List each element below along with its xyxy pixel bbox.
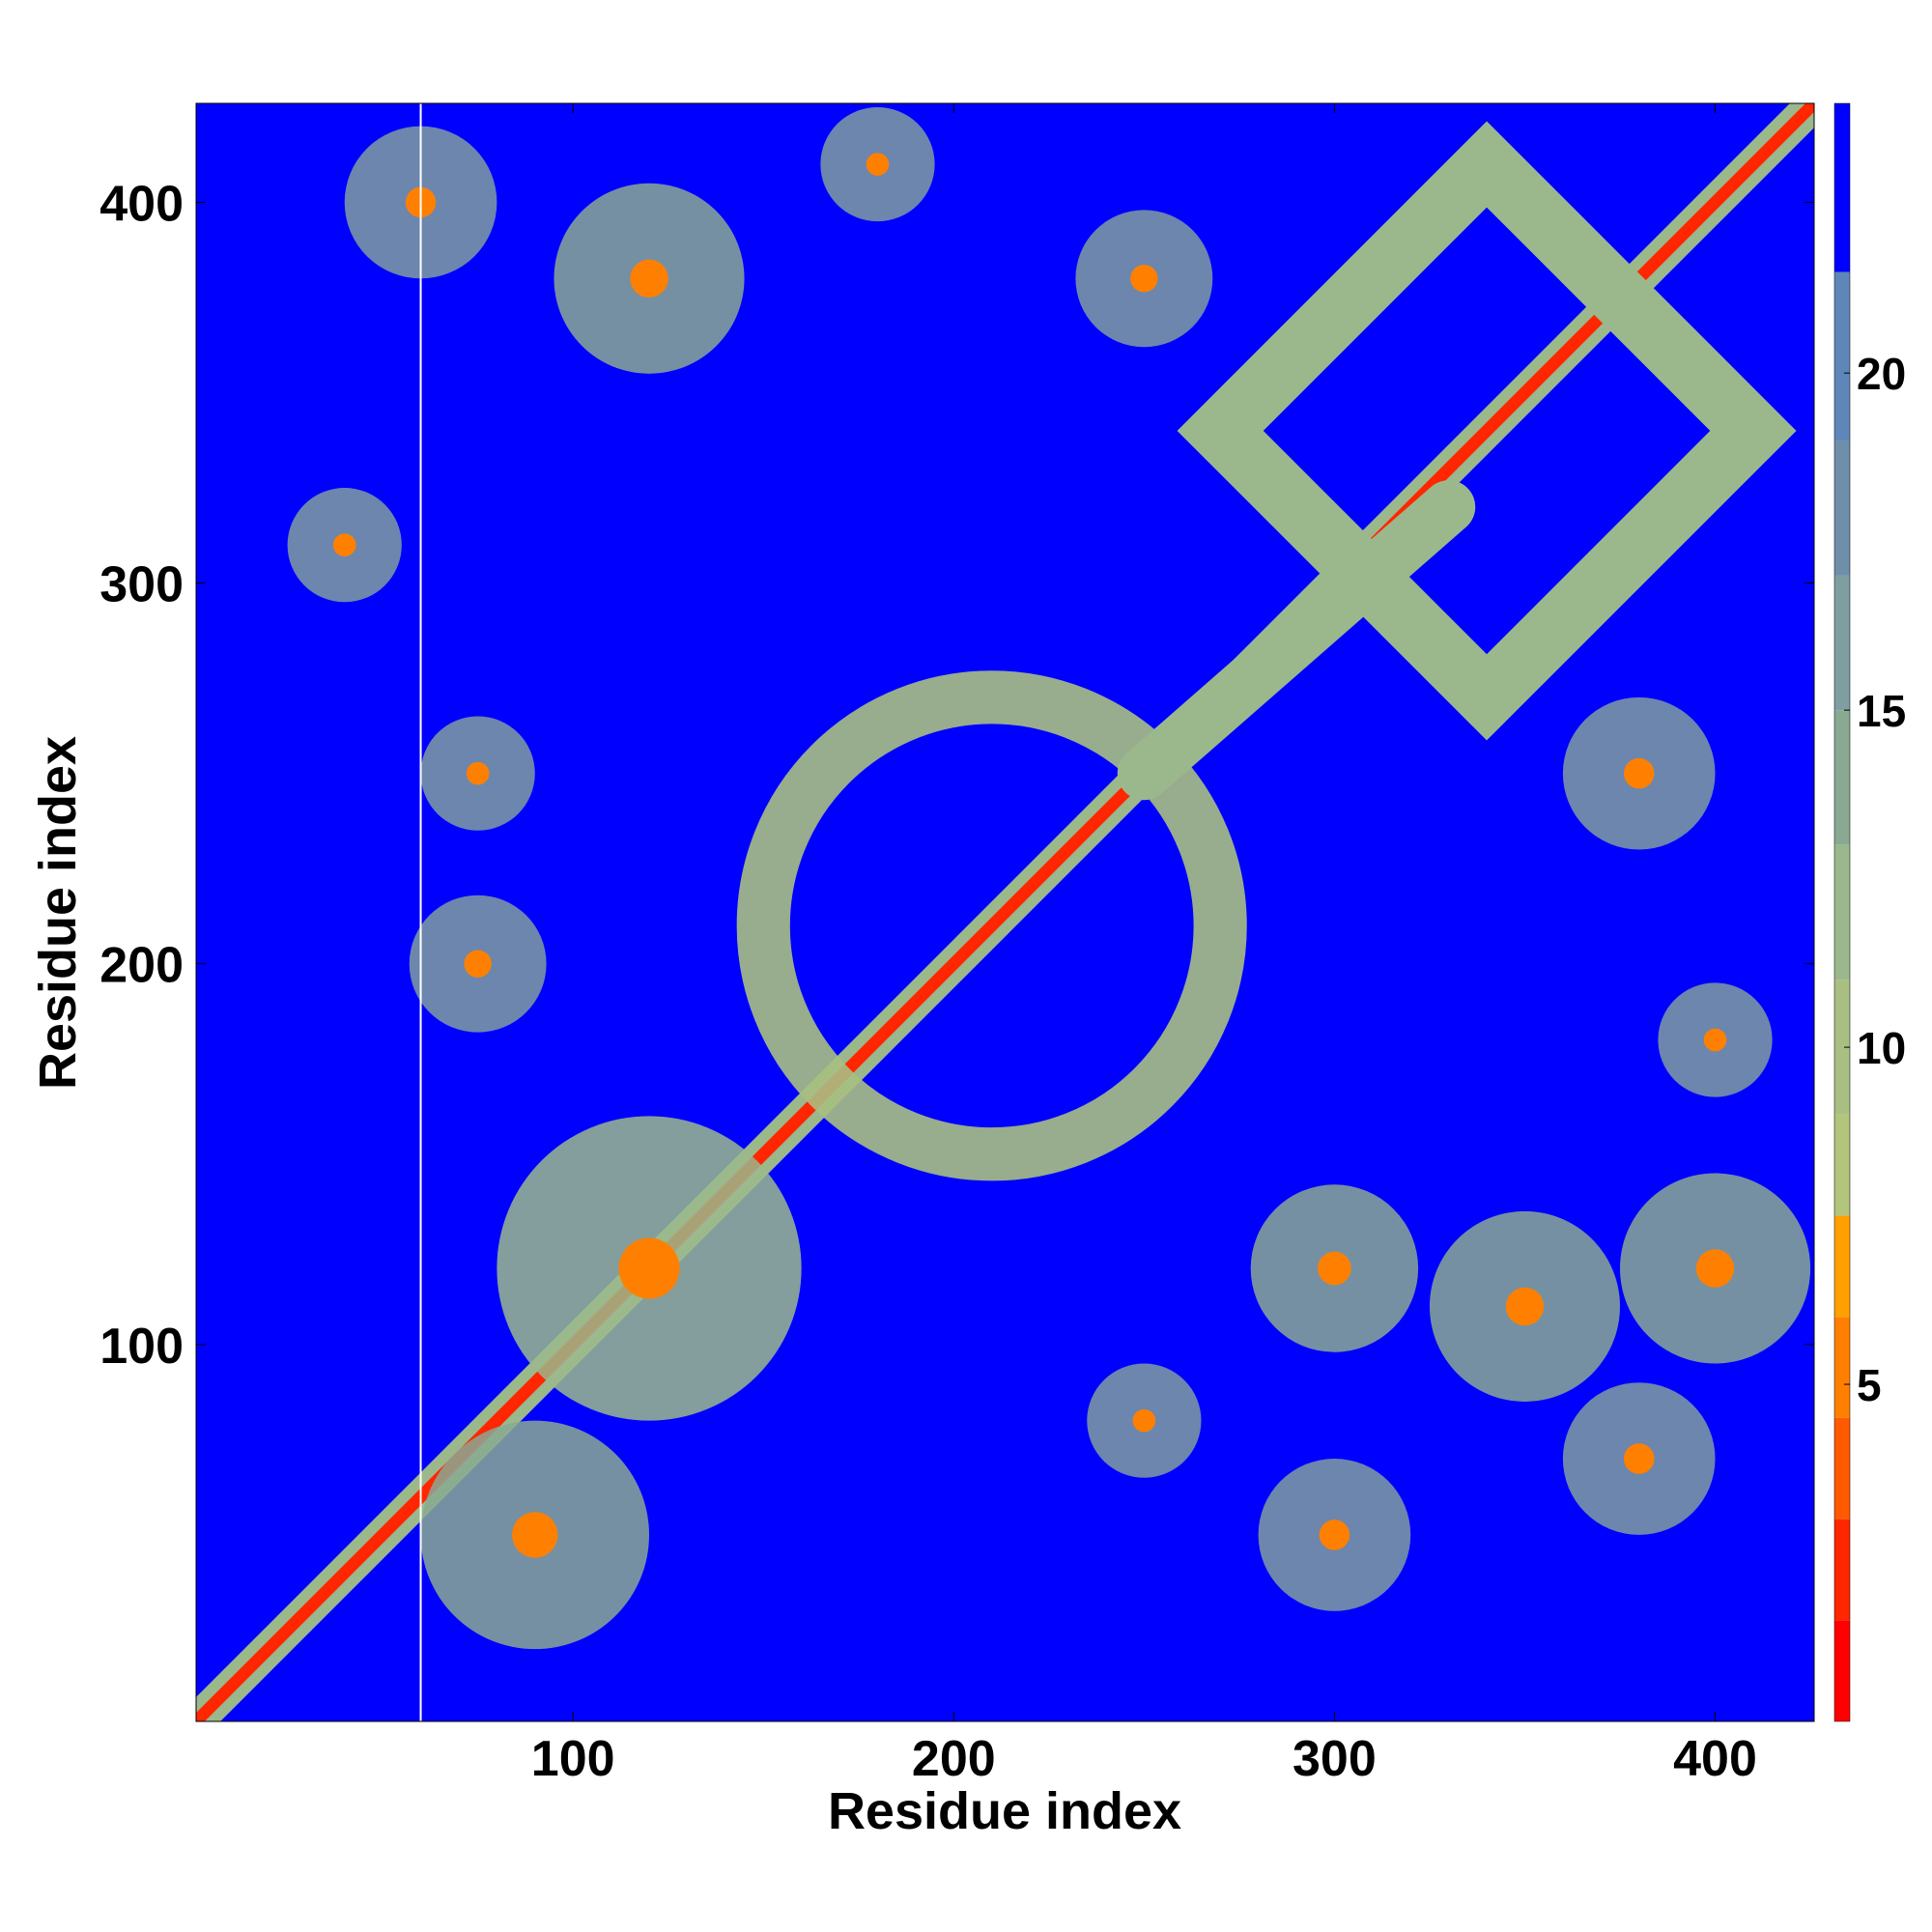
colorbar-segment — [1834, 1417, 1850, 1520]
contact-blob-core — [466, 761, 490, 785]
colorbar-segment — [1834, 710, 1850, 845]
contact-blob-core — [1319, 1520, 1350, 1550]
x-axis-title: Residue index — [828, 1782, 1181, 1840]
contact-blob-core — [866, 153, 890, 176]
contact-blob-core — [1703, 1028, 1727, 1052]
y-axis-title: Residue index — [29, 736, 87, 1090]
ring-cluster — [736, 670, 1247, 1181]
colorbar-segment — [1834, 271, 1850, 440]
y-tick-label: 300 — [99, 557, 184, 613]
colorbar-segment — [1834, 1519, 1850, 1621]
colorbar-tick-label: 5 — [1857, 1360, 1882, 1410]
colorbar-segment — [1834, 1114, 1850, 1216]
colorbar-tick-label: 20 — [1857, 349, 1906, 399]
contact-blob-core — [1318, 1251, 1351, 1286]
contact-blob-core — [1695, 1249, 1735, 1288]
contact-blob-core — [1623, 1443, 1655, 1474]
colorbar-tick-label: 15 — [1857, 686, 1906, 736]
contact-blob-core — [618, 1237, 680, 1299]
colorbar-segment — [1834, 980, 1850, 1115]
contact-blob-core — [512, 1512, 558, 1558]
contact-blob-core — [1132, 1408, 1156, 1433]
colorbar-segment — [1834, 1620, 1850, 1721]
colorbar-segment — [1834, 1215, 1850, 1318]
y-axis: 100 200 300 400 — [99, 176, 1814, 1375]
heatmap-area — [196, 103, 1814, 1721]
y-tick-label: 400 — [99, 176, 184, 232]
contact-blob-core — [1623, 757, 1655, 789]
colorbar-frame — [1833, 102, 1851, 1722]
contact-blob-core — [1505, 1287, 1545, 1326]
x-tick-label: 100 — [531, 1731, 615, 1787]
plot-frame — [195, 102, 1815, 1722]
y-tick-label: 200 — [99, 938, 184, 994]
colorbar-segment — [1834, 575, 1850, 711]
contact-arc — [1117, 480, 1476, 801]
x-tick-label: 300 — [1293, 1731, 1377, 1787]
contact-blob-core — [630, 259, 668, 298]
colorbar: 5 10 15 20 — [1833, 102, 1906, 1722]
colorbar-tick-label: 10 — [1857, 1023, 1906, 1073]
diamond-contact — [1177, 121, 1797, 741]
colorbar-segment — [1834, 440, 1850, 576]
colorbar-segment — [1834, 103, 1850, 272]
contact-blob-core — [1130, 265, 1158, 293]
colorbar-segment — [1834, 1317, 1850, 1418]
colorbar-segment — [1834, 844, 1850, 980]
x-axis: 100 200 300 400 — [531, 103, 1757, 1787]
contact-blob-core — [332, 533, 356, 556]
x-tick-label: 400 — [1673, 1731, 1757, 1787]
x-tick-label: 200 — [912, 1731, 996, 1787]
contact-blob-core — [464, 950, 492, 978]
y-tick-label: 100 — [99, 1319, 184, 1375]
